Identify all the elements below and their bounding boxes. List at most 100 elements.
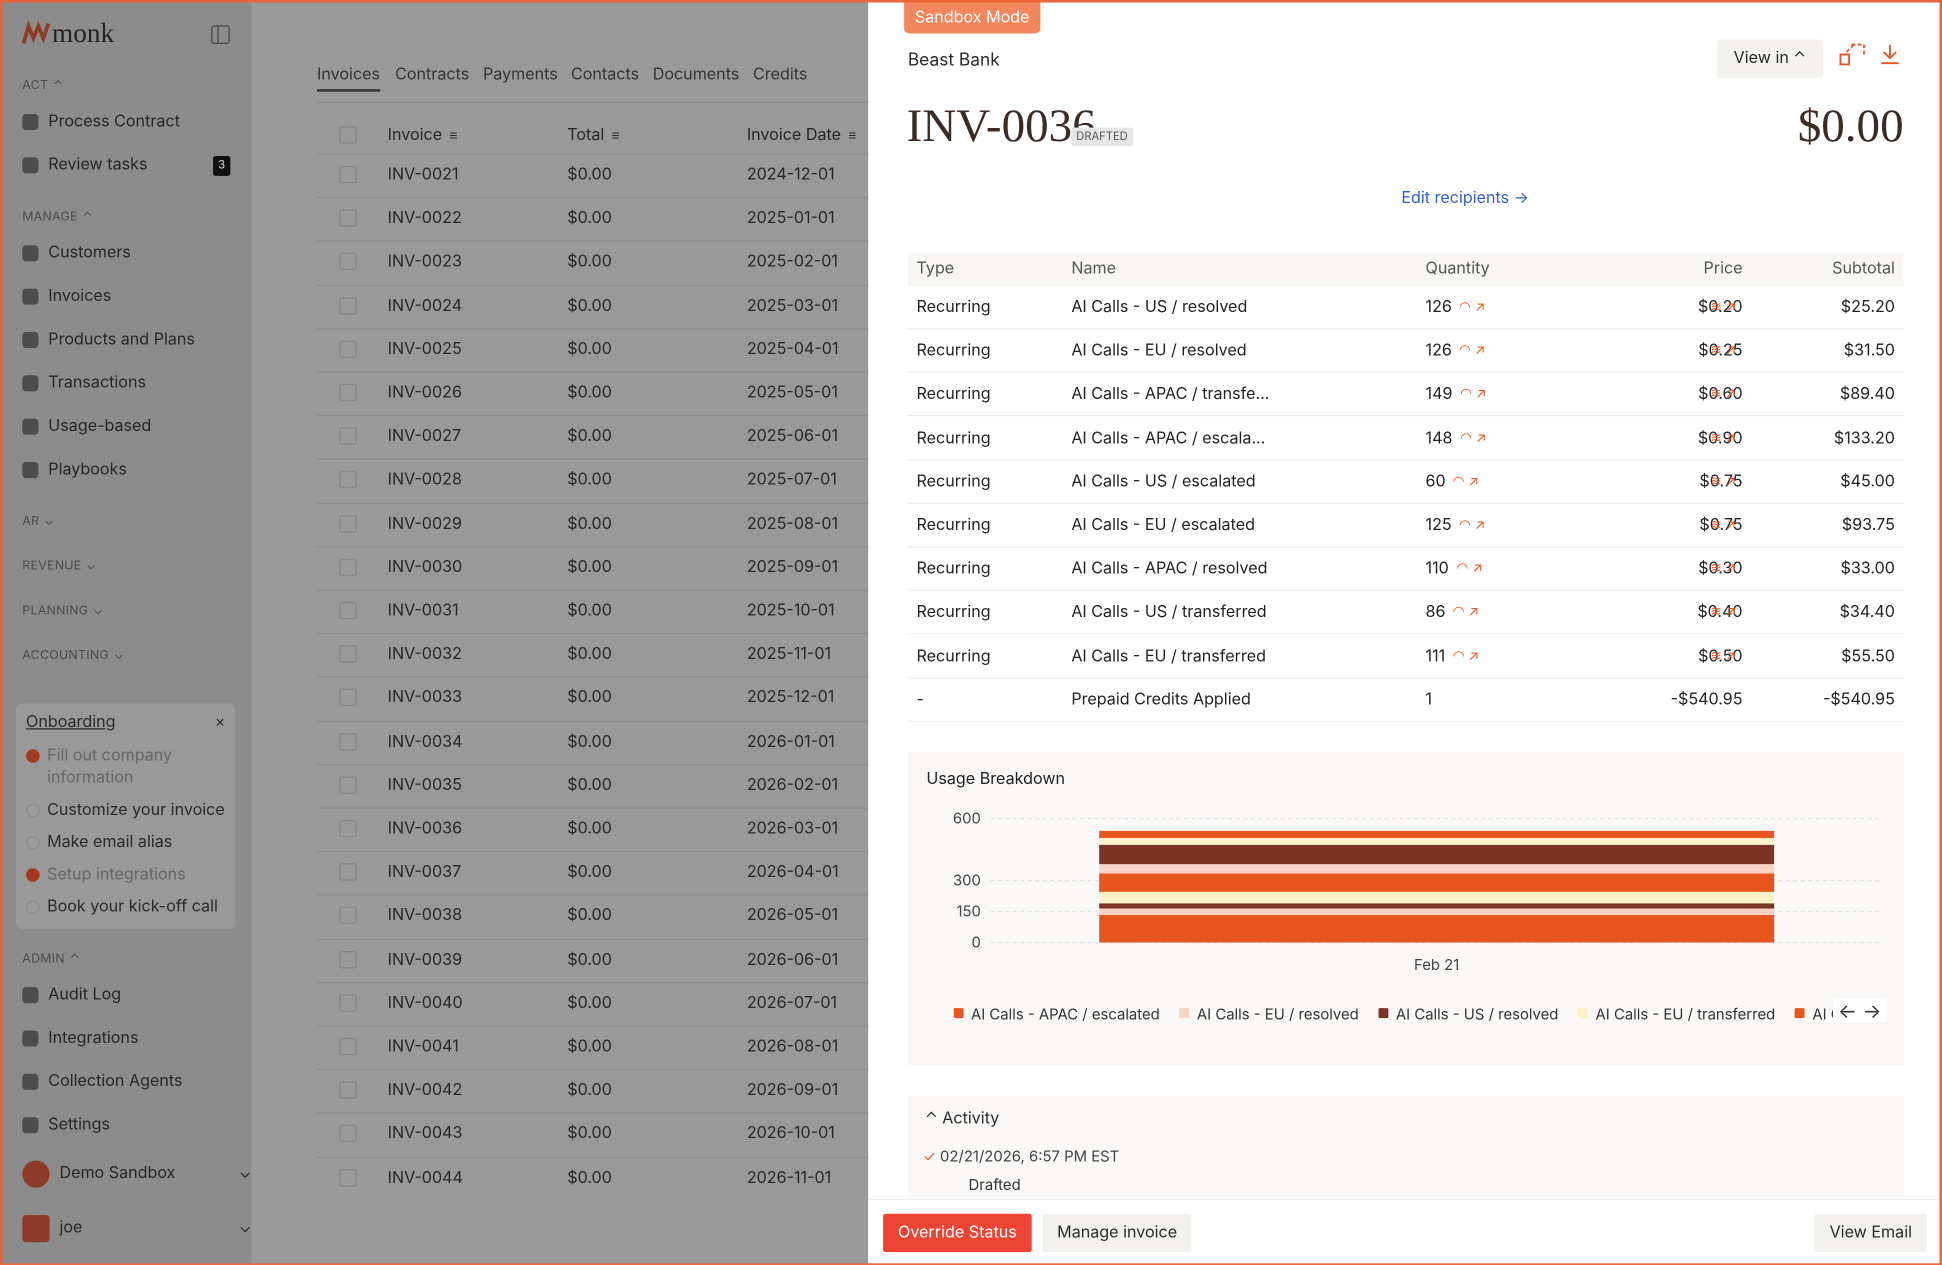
cell[interactable]: INV-0029: [387, 513, 462, 534]
nav-item[interactable]: Review tasks 3: [0, 144, 251, 187]
tab[interactable]: Documents: [652, 64, 740, 85]
nav-item[interactable]: Customers: [0, 232, 251, 275]
cell[interactable]: INV-0027: [387, 426, 462, 447]
nav-item[interactable]: Products and Plans: [0, 318, 251, 361]
user[interactable]: joe ⌄: [0, 1206, 251, 1249]
override-status-button[interactable]: Override Status: [883, 1213, 1032, 1253]
cell[interactable]: INV-0026: [387, 382, 462, 403]
nav-item[interactable]: Collection Agents: [0, 1060, 251, 1103]
price-icon[interactable]: ≋ ↗: [1710, 428, 1737, 446]
cell[interactable]: INV-0038: [387, 905, 463, 926]
onboarding-task[interactable]: Setup integrations: [26, 858, 225, 890]
row-checkbox[interactable]: [339, 689, 357, 707]
legend-item[interactable]: AI Calls - EU / transferred: [1578, 1004, 1775, 1022]
usage-icon[interactable]: ◠ ↗: [1456, 558, 1483, 577]
usage-icon[interactable]: ◠ ↗: [1452, 471, 1480, 489]
usage-icon[interactable]: ◠ ↗: [1460, 384, 1487, 402]
cell[interactable]: INV-0043: [387, 1123, 463, 1144]
toolbar-icons[interactable]: [1839, 42, 1903, 69]
row-checkbox[interactable]: [339, 296, 357, 315]
cell[interactable]: INV-0041: [387, 1036, 459, 1057]
price-icon[interactable]: ≋ ↗: [1710, 297, 1737, 315]
price-icon[interactable]: ≋ ↗: [1710, 602, 1737, 620]
tab[interactable]: Contacts: [570, 64, 640, 85]
usage-icon[interactable]: ◠ ↗: [1460, 428, 1487, 446]
section-label[interactable]: ACCOUNTING ⌄: [0, 640, 251, 670]
close-button[interactable]: ×: [214, 712, 226, 732]
row-checkbox[interactable]: [339, 340, 357, 358]
price-icon[interactable]: ≋ ↗: [1710, 384, 1737, 402]
row-checkbox[interactable]: [339, 209, 357, 227]
legend-item[interactable]: AI Calls - APAC / transferred: [1795, 1004, 1833, 1022]
nav-item[interactable]: Playbooks: [0, 448, 251, 491]
section-label[interactable]: AR ⌄: [0, 507, 251, 537]
edit-recipients-link[interactable]: Edit recipients →: [1401, 188, 1530, 209]
nav-item[interactable]: Usage-based: [0, 405, 251, 448]
tab[interactable]: Contracts: [395, 64, 470, 85]
collapse-button[interactable]: [211, 25, 231, 45]
cell[interactable]: INV-0036: [387, 818, 463, 839]
usage-icon[interactable]: ◠ ↗: [1452, 602, 1480, 620]
section-label[interactable]: MANAGE ⌃: [0, 202, 251, 232]
row-checkbox[interactable]: [339, 558, 357, 576]
cell[interactable]: INV-0025: [387, 339, 462, 359]
section-label[interactable]: PLANNING ⌄: [0, 596, 251, 626]
manage-invoice-button[interactable]: Manage invoice: [1042, 1213, 1192, 1253]
cell[interactable]: INV-0034: [387, 731, 463, 752]
row-checkbox[interactable]: [339, 950, 357, 969]
row-checkbox[interactable]: [339, 514, 357, 533]
row-checkbox[interactable]: [339, 1125, 357, 1143]
onboarding-task[interactable]: Book your kick-off call: [26, 890, 225, 922]
tab[interactable]: Payments: [483, 64, 558, 85]
view-email-button[interactable]: View Email: [1814, 1213, 1928, 1253]
section-label[interactable]: ACT ⌃: [0, 71, 251, 101]
usage-icon[interactable]: ◠ ↗: [1452, 646, 1480, 664]
price-icon[interactable]: ≋ ↗: [1710, 340, 1737, 359]
cell[interactable]: INV-0035: [387, 775, 462, 795]
usage-icon[interactable]: ◠ ↗: [1458, 297, 1486, 315]
cell[interactable]: INV-0031: [387, 600, 459, 621]
tab[interactable]: Credits: [753, 64, 808, 85]
row-checkbox[interactable]: [339, 732, 357, 751]
row-checkbox[interactable]: [339, 1037, 357, 1056]
nav-item[interactable]: Process Contract: [0, 100, 251, 143]
row-checkbox[interactable]: [339, 645, 357, 663]
row-checkbox[interactable]: [339, 601, 357, 620]
column-header[interactable]: Total ≡: [567, 125, 619, 145]
cell[interactable]: INV-0044: [387, 1167, 463, 1188]
section-label[interactable]: REVENUE ⌄: [0, 551, 251, 581]
row-checkbox[interactable]: [339, 994, 357, 1012]
column-header[interactable]: Invoice Date ≡: [747, 125, 857, 145]
row-checkbox[interactable]: [339, 863, 357, 881]
nav-item[interactable]: Integrations: [0, 1017, 251, 1060]
row-checkbox[interactable]: [339, 427, 357, 445]
tab[interactable]: Invoices: [317, 64, 381, 92]
legend-item[interactable]: AI Calls - EU / resolved: [1179, 1004, 1359, 1022]
cell[interactable]: INV-0028: [387, 469, 462, 490]
onboarding-task[interactable]: Fill out company information: [26, 739, 225, 793]
cell[interactable]: INV-0023: [387, 251, 462, 272]
row-checkbox[interactable]: [339, 907, 357, 925]
cell[interactable]: INV-0039: [387, 949, 463, 970]
price-icon[interactable]: ≋ ↗: [1710, 515, 1737, 533]
cell[interactable]: INV-0032: [387, 644, 462, 665]
cell[interactable]: INV-0040: [387, 993, 463, 1013]
usage-icon[interactable]: ◠ ↗: [1458, 340, 1486, 359]
select-all[interactable]: [339, 126, 357, 144]
cell[interactable]: INV-0030: [387, 557, 463, 577]
onboarding-task[interactable]: Make email alias: [26, 826, 225, 858]
nav-item[interactable]: Transactions: [0, 362, 251, 405]
price-icon[interactable]: ≋ ↗: [1710, 646, 1737, 664]
column-header[interactable]: Invoice ≡: [388, 125, 458, 145]
row-checkbox[interactable]: [339, 471, 357, 489]
row-checkbox[interactable]: [339, 1168, 357, 1186]
row-checkbox[interactable]: [339, 383, 357, 402]
section-label[interactable]: ADMIN ⌃: [0, 944, 251, 974]
legend-item[interactable]: AI Calls - US / resolved: [1378, 1004, 1558, 1022]
price-icon[interactable]: ≋ ↗: [1710, 558, 1737, 577]
row-checkbox[interactable]: [339, 165, 357, 184]
price-icon[interactable]: ≋ ↗: [1710, 471, 1737, 489]
row-checkbox[interactable]: [339, 776, 357, 794]
cell[interactable]: INV-0033: [387, 687, 463, 708]
onboarding-task[interactable]: Customize your invoice: [26, 794, 225, 826]
